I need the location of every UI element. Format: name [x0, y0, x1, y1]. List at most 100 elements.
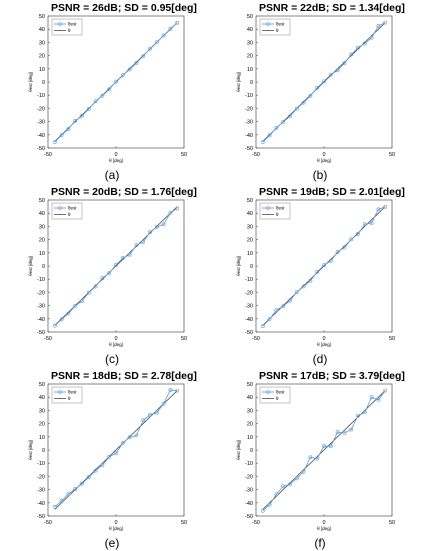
legend-label-theta-est: θest — [276, 206, 285, 211]
y-tick-label: -40 — [245, 317, 253, 323]
y-tick-label: 20 — [39, 54, 45, 60]
data-point — [376, 397, 381, 402]
panel-caption: (f) — [314, 536, 325, 550]
data-point — [66, 127, 71, 131]
data-point — [175, 20, 180, 25]
x-tick-label: 0 — [322, 152, 325, 158]
y-tick-label: -30 — [37, 304, 45, 310]
y-axis-label: θest [deg] — [236, 72, 241, 92]
data-point — [73, 303, 78, 308]
data-point — [369, 35, 374, 40]
panel-caption: (c) — [105, 352, 119, 366]
x-tick-label: -50 — [252, 520, 260, 526]
y-tick-label: -50 — [37, 146, 45, 152]
data-point — [134, 433, 139, 438]
y-tick-label: 0 — [250, 448, 253, 454]
series-line-theta — [54, 390, 178, 510]
data-point — [141, 54, 146, 59]
data-point — [301, 469, 306, 474]
chart-panel-f: PSNR = 17dB; SD = 3.79[deg] -50 -40 -30 -20 -… — [236, 370, 405, 550]
y-tick-label: -10 — [37, 461, 45, 467]
data-point — [86, 475, 91, 480]
x-tick-label: -50 — [44, 336, 52, 342]
x-tick-label: 50 — [389, 520, 395, 526]
data-point — [322, 444, 326, 448]
y-tick-label: 20 — [247, 238, 253, 244]
data-point — [376, 24, 381, 28]
y-tick-label: 40 — [39, 27, 45, 33]
chart-panel-c: PSNR = 20dB; SD = 1.76[deg] -50 -40 -30 -20 -… — [28, 186, 197, 366]
x-tick-label: 50 — [389, 336, 395, 342]
data-point — [73, 487, 78, 491]
data-point — [328, 72, 333, 77]
y-tick-label: 30 — [39, 408, 45, 414]
x-tick-label: 0 — [114, 152, 117, 158]
y-tick-label: -50 — [245, 330, 253, 336]
x-axis-label: θ [deg] — [109, 158, 123, 163]
data-point — [66, 492, 71, 496]
x-tick-label: 0 — [114, 336, 117, 342]
data-point — [154, 410, 159, 415]
x-tick-label: 50 — [389, 152, 395, 158]
data-point — [86, 107, 91, 111]
series-line-theta-est — [54, 208, 178, 326]
y-tick-label: 50 — [39, 382, 45, 388]
data-point — [288, 114, 292, 119]
data-point — [260, 508, 265, 513]
x-axis-label: θ [deg] — [109, 342, 123, 347]
data-point — [52, 323, 57, 328]
data-point — [148, 412, 152, 417]
data-point — [134, 243, 139, 248]
data-point — [168, 210, 173, 215]
data-point — [154, 225, 159, 229]
data-point — [100, 276, 105, 281]
y-tick-label: -10 — [245, 277, 253, 283]
data-point — [288, 298, 292, 303]
y-tick-label: 0 — [42, 80, 45, 86]
y-tick-label: 30 — [247, 408, 253, 414]
data-point — [349, 427, 354, 432]
data-point — [294, 476, 299, 481]
y-tick-label: -20 — [245, 106, 253, 112]
legend-label-theta: θ — [276, 212, 279, 217]
y-tick-label: 20 — [39, 422, 45, 428]
chart-title: PSNR = 26dB; SD = 0.95[deg] — [51, 2, 197, 14]
data-point — [383, 20, 388, 25]
y-tick-label: 20 — [247, 54, 253, 60]
y-tick-label: 50 — [39, 14, 45, 20]
data-point — [315, 85, 320, 90]
data-point — [281, 304, 286, 309]
data-point — [301, 284, 306, 289]
data-point — [274, 126, 279, 130]
data-point — [267, 133, 272, 138]
data-point — [161, 222, 166, 227]
data-point — [168, 388, 173, 392]
data-point — [315, 270, 320, 274]
data-point — [267, 502, 272, 507]
y-tick-label: 40 — [39, 395, 45, 401]
data-point — [168, 26, 173, 31]
chart-panel-d: PSNR = 19dB; SD = 2.01[deg] -50 -40 -30 -20 -… — [236, 186, 405, 366]
y-tick-label: 30 — [39, 40, 45, 46]
x-axis-label: θ [deg] — [109, 526, 123, 531]
x-tick-label: -50 — [252, 152, 260, 158]
y-tick-label: -10 — [245, 93, 253, 99]
data-point — [161, 401, 166, 406]
data-point — [114, 263, 118, 267]
x-axis-label: θ [deg] — [317, 342, 331, 347]
y-tick-label: 10 — [247, 435, 253, 441]
data-point — [294, 106, 299, 111]
series-line-theta — [262, 206, 386, 326]
x-tick-label: -50 — [44, 520, 52, 526]
y-tick-label: 0 — [42, 448, 45, 454]
legend-label-theta-est: θest — [276, 22, 285, 27]
legend-label-theta: θ — [68, 28, 71, 33]
data-point — [120, 73, 125, 78]
y-tick-label: 10 — [247, 67, 253, 73]
data-point — [66, 311, 71, 316]
data-point — [356, 413, 360, 418]
y-tick-label: 10 — [39, 435, 45, 441]
y-tick-label: 40 — [247, 395, 253, 401]
data-point — [73, 118, 78, 123]
